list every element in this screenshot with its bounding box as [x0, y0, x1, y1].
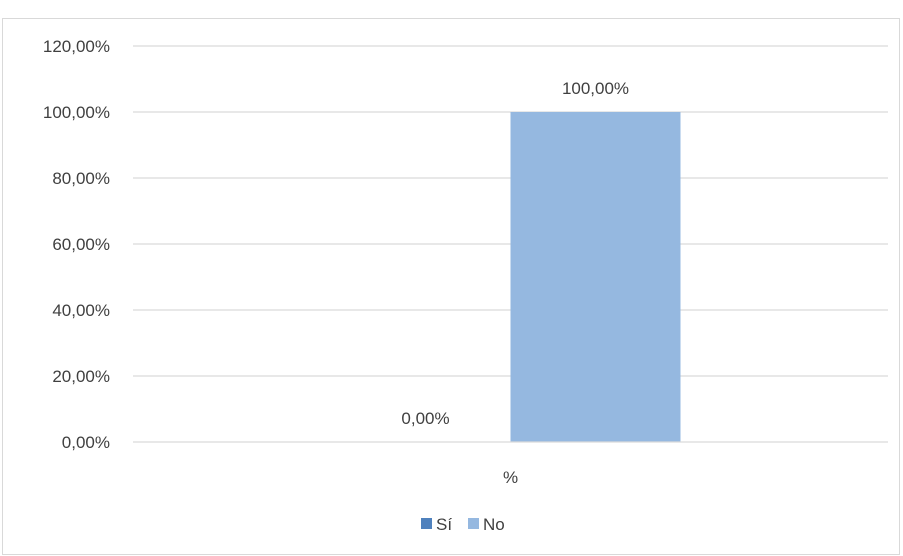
data-label: 0,00%	[401, 409, 449, 428]
y-tick-label: 60,00%	[52, 235, 110, 254]
legend-swatch	[468, 518, 479, 529]
x-tick-label: %	[503, 468, 518, 487]
data-label: 100,00%	[562, 79, 629, 98]
chart-frame	[2, 18, 900, 555]
x-axis-tick-labels: %	[503, 468, 518, 487]
y-tick-label: 40,00%	[52, 301, 110, 320]
y-tick-label: 120,00%	[43, 37, 110, 56]
y-tick-label: 80,00%	[52, 169, 110, 188]
legend-label: Sí	[436, 515, 452, 534]
bars	[510, 112, 681, 442]
data-labels: 0,00% 100,00%	[401, 79, 629, 428]
bar-no	[510, 112, 681, 442]
legend-label: No	[483, 515, 505, 534]
y-tick-label: 0,00%	[62, 433, 110, 452]
y-axis-tick-labels: 0,00% 20,00% 40,00% 60,00% 80,00% 100,00% 120,…	[43, 37, 110, 452]
legend: Sí No	[421, 515, 505, 534]
y-tick-label: 20,00%	[52, 367, 110, 386]
y-tick-label: 100,00%	[43, 103, 110, 122]
legend-swatch	[421, 518, 432, 529]
